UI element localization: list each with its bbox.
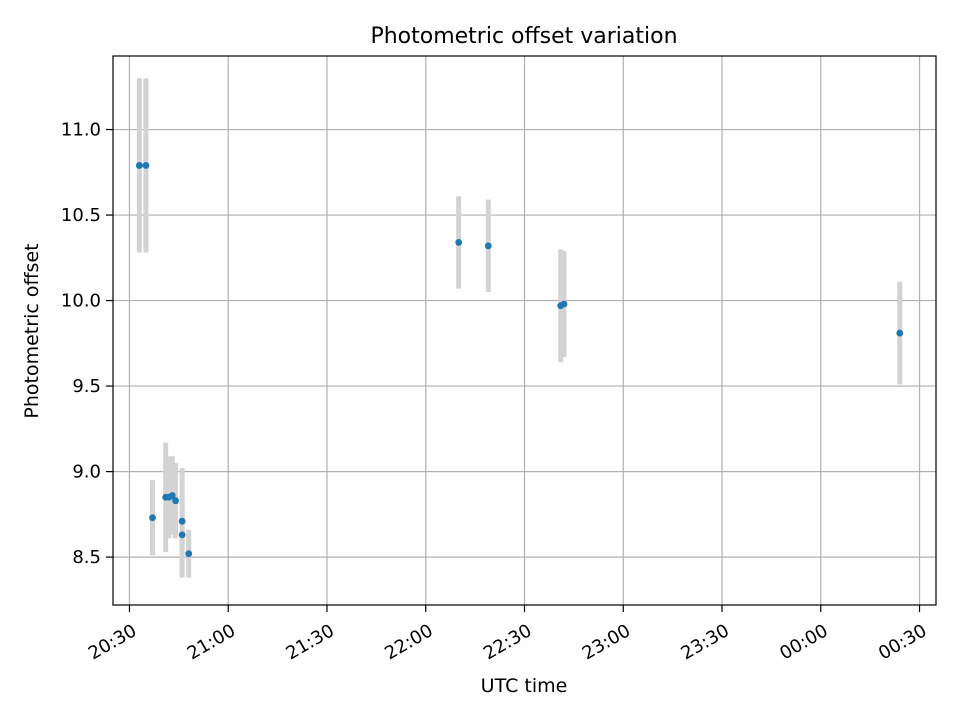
grid	[113, 56, 936, 605]
data-point	[178, 531, 186, 539]
data-point	[142, 162, 150, 169]
y-tick-label: 11.0	[61, 120, 101, 141]
data-point	[168, 492, 176, 499]
data-point	[185, 550, 193, 558]
data-point	[172, 497, 179, 505]
chart-title: Photometric offset variation	[370, 24, 677, 49]
y-tick-label: 10.5	[61, 205, 101, 226]
y-axis-label: Photometric offset	[21, 243, 43, 418]
data-point	[560, 300, 568, 308]
data-point	[455, 239, 463, 246]
x-axis-label: UTC time	[481, 675, 568, 697]
y-axis-ticks: 8.5 9.0 9.5 10.0 10.5 11.0	[61, 120, 113, 568]
y-tick-label: 9.5	[72, 376, 101, 397]
y-tick-label: 9.0	[72, 462, 101, 483]
data-point	[135, 162, 143, 169]
data-point	[896, 329, 904, 337]
data-point	[149, 514, 156, 522]
data-points	[135, 162, 904, 558]
data-point	[178, 517, 186, 525]
y-tick-label: 8.5	[72, 547, 101, 568]
data-point	[484, 242, 492, 250]
y-tick-label: 10.0	[61, 291, 101, 312]
